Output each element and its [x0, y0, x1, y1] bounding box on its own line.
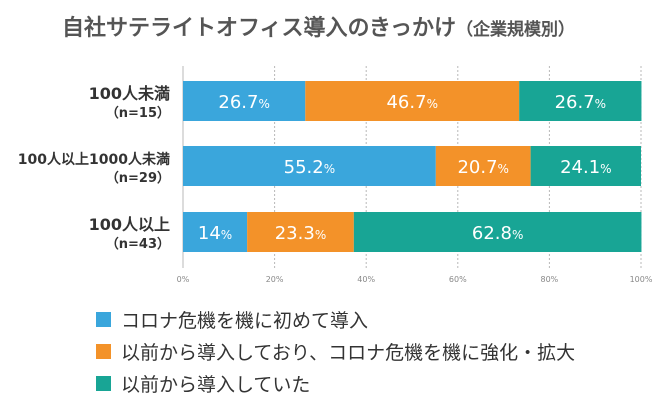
x-tick-label: 80%: [541, 275, 559, 284]
x-tick-label: 60%: [449, 275, 467, 284]
bar-segment: [183, 146, 436, 186]
category-n-label: （n=29）: [106, 170, 170, 186]
legend-item-first-time: コロナ危機を機に初めて導入: [96, 303, 575, 335]
bar-segment: [183, 212, 248, 252]
legend-label: 以前から導入していた: [121, 373, 311, 396]
bar-segment: [530, 146, 641, 186]
legend-swatch-blue: [96, 311, 111, 327]
legend-swatch-teal: [96, 375, 111, 391]
stacked-bar-chart: 26.7% 46.7% 26.7% 55.2% 20.7% 24.1% 14% 23.3% 62…: [18, 66, 653, 284]
bar-segment: [435, 146, 531, 186]
bars-layer: 26.7% 46.7% 26.7% 55.2% 20.7% 24.1% 14% 23.3% 62…: [183, 81, 642, 252]
x-axis-ticks: 0% 20% 40% 60% 80% 100%: [177, 275, 653, 284]
category-n-label: （n=15）: [106, 105, 170, 121]
x-tick-label: 40%: [357, 275, 375, 284]
data-label: 14%: [198, 223, 232, 244]
data-label: 62.8%: [472, 223, 523, 244]
data-label: 46.7%: [386, 92, 437, 113]
bar-segment: [519, 81, 642, 121]
data-label: 20.7%: [457, 157, 508, 178]
data-label: 24.1%: [560, 157, 611, 178]
category-label: 100人以上1000人未満: [18, 151, 170, 168]
data-label: 23.3%: [275, 223, 326, 244]
legend: コロナ危機を機に初めて導入 以前から導入しており、コロナ危機を機に強化・拡大 以…: [96, 303, 575, 399]
data-label: 55.2%: [284, 157, 335, 178]
subtitle-text: （企業規模別）: [456, 20, 576, 40]
legend-item-already: 以前から導入していた: [96, 367, 575, 399]
x-tick-label: 0%: [177, 275, 190, 284]
legend-label: 以前から導入しており、コロナ危機を機に強化・拡大: [121, 341, 576, 364]
legend-label: コロナ危機を機に初めて導入: [121, 309, 369, 332]
legend-swatch-orange: [96, 343, 111, 359]
x-tick-label: 100%: [630, 275, 653, 284]
title-text: 自社サテライトオフィス導入のきっかけ: [62, 16, 457, 41]
bar-segment: [353, 212, 642, 252]
x-tick-label: 20%: [266, 275, 284, 284]
data-label: 26.7%: [218, 92, 269, 113]
bar-segment: [305, 81, 520, 121]
chart-title: 自社サテライトオフィス導入のきっかけ（企業規模別）: [62, 10, 575, 42]
data-label: 26.7%: [555, 92, 606, 113]
category-labels: 100人未満 （n=15） 100人以上1000人未満 （n=29） 100人以上 （n=…: [18, 84, 170, 252]
bar-segment: [183, 81, 306, 121]
category-n-label: （n=43）: [106, 236, 170, 252]
category-label: 100人以上: [89, 215, 170, 234]
bar-segment: [247, 212, 354, 252]
legend-item-expanded: 以前から導入しており、コロナ危機を機に強化・拡大: [96, 335, 575, 367]
category-label: 100人未満: [89, 84, 170, 103]
